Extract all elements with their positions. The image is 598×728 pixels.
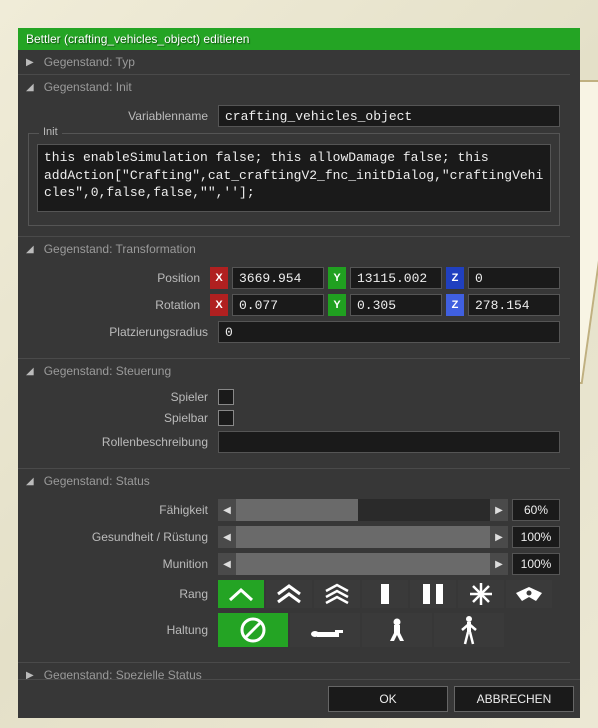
ok-button[interactable]: OK — [328, 686, 448, 712]
gesundheit-slider[interactable] — [236, 526, 490, 548]
spielbar-checkbox[interactable] — [218, 410, 234, 426]
chevron-down-icon: ◢ — [26, 476, 34, 487]
slider-decrement[interactable]: ◀ — [218, 499, 236, 521]
slider-decrement[interactable]: ◀ — [218, 553, 236, 575]
section-header-init[interactable]: ◢ Gegenstand: Init — [18, 74, 570, 99]
rollenbeschreibung-input[interactable] — [218, 431, 560, 453]
gesundheit-label: Gesundheit / Rüstung — [28, 530, 218, 544]
stance-stand-icon[interactable] — [434, 613, 504, 647]
rank-corporal-icon[interactable] — [266, 580, 312, 608]
rollenbeschreibung-label: Rollenbeschreibung — [28, 435, 218, 449]
spielbar-label: Spielbar — [28, 411, 218, 425]
rank-sergeant-icon[interactable] — [314, 580, 360, 608]
slider-increment[interactable]: ▶ — [490, 526, 508, 548]
slider-increment[interactable]: ▶ — [490, 499, 508, 521]
slider-increment[interactable]: ▶ — [490, 553, 508, 575]
chevron-down-icon: ◢ — [26, 244, 34, 255]
rank-major-icon[interactable] — [458, 580, 504, 608]
init-textarea[interactable]: this enableSimulation false; this allowD… — [37, 144, 551, 212]
rotation-label: Rotation — [28, 298, 210, 312]
section-title: Gegenstand: Spezielle Status — [44, 668, 202, 679]
section-body-steuerung: Spieler Spielbar Rollenbeschreibung — [18, 383, 570, 468]
rank-lieutenant-icon[interactable] — [362, 580, 408, 608]
section-header-transformation[interactable]: ◢ Gegenstand: Transformation — [18, 236, 570, 261]
faehigkeit-slider[interactable] — [236, 499, 490, 521]
section-header-typ[interactable]: ▶ Gegenstand: Typ — [18, 50, 570, 74]
variablenname-label: Variablenname — [28, 109, 218, 123]
section-body-transformation: Position X Y Z Rotation X Y Z — [18, 261, 570, 358]
section-title: Gegenstand: Steuerung — [44, 364, 171, 378]
faehigkeit-label: Fähigkeit — [28, 503, 218, 517]
stance-none-icon[interactable] — [218, 613, 288, 647]
stance-crouch-icon[interactable] — [362, 613, 432, 647]
section-header-spezielle[interactable]: ▶ Gegenstand: Spezielle Status — [18, 662, 570, 679]
section-header-status[interactable]: ◢ Gegenstand: Status — [18, 468, 570, 493]
section-header-steuerung[interactable]: ◢ Gegenstand: Steuerung — [18, 358, 570, 383]
chevron-down-icon: ◢ — [26, 82, 34, 93]
section-body-init: Variablenname Init this enableSimulation… — [18, 99, 570, 236]
spieler-label: Spieler — [28, 390, 218, 404]
rotation-y-input[interactable] — [350, 294, 442, 316]
section-title: Gegenstand: Status — [44, 474, 150, 488]
axis-z-icon: Z — [446, 267, 464, 289]
section-body-status: Fähigkeit ◀ ▶ 60% Gesundheit / Rüstung ◀… — [18, 493, 570, 662]
section-title: Gegenstand: Transformation — [44, 242, 196, 256]
munition-value[interactable]: 100% — [512, 553, 560, 575]
cancel-button[interactable]: ABBRECHEN — [454, 686, 574, 712]
rotation-z-input[interactable] — [468, 294, 560, 316]
slider-decrement[interactable]: ◀ — [218, 526, 236, 548]
axis-y-icon: Y — [328, 294, 346, 316]
spieler-checkbox[interactable] — [218, 389, 234, 405]
rotation-x-input[interactable] — [232, 294, 324, 316]
faehigkeit-value[interactable]: 60% — [512, 499, 560, 521]
dialog-content: ▶ Gegenstand: Typ ◢ Gegenstand: Init Var… — [18, 50, 580, 679]
editor-dialog: Bettler (crafting_vehicles_object) editi… — [18, 28, 580, 718]
platzierungsradius-input[interactable] — [218, 321, 560, 343]
section-title: Gegenstand: Typ — [44, 55, 135, 69]
position-z-input[interactable] — [468, 267, 560, 289]
axis-z-icon: Z — [446, 294, 464, 316]
munition-slider[interactable] — [236, 553, 490, 575]
rank-colonel-icon[interactable] — [506, 580, 552, 608]
munition-label: Munition — [28, 557, 218, 571]
platzierungsradius-label: Platzierungsradius — [28, 325, 218, 339]
axis-x-icon: X — [210, 294, 228, 316]
gesundheit-value[interactable]: 100% — [512, 526, 560, 548]
dialog-footer: OK ABBRECHEN — [18, 679, 580, 718]
chevron-right-icon: ▶ — [26, 670, 34, 680]
rank-captain-icon[interactable] — [410, 580, 456, 608]
position-x-input[interactable] — [232, 267, 324, 289]
chevron-right-icon: ▶ — [26, 57, 34, 68]
rang-label: Rang — [28, 587, 218, 601]
chevron-down-icon: ◢ — [26, 366, 34, 377]
init-fieldset: Init this enableSimulation false; this a… — [28, 133, 560, 226]
stance-prone-icon[interactable] — [290, 613, 360, 647]
rank-private-icon[interactable] — [218, 580, 264, 608]
haltung-label: Haltung — [28, 623, 218, 637]
position-label: Position — [28, 271, 210, 285]
init-legend: Init — [39, 126, 62, 138]
dialog-title: Bettler (crafting_vehicles_object) editi… — [18, 28, 580, 50]
axis-x-icon: X — [210, 267, 228, 289]
variablenname-input[interactable] — [218, 105, 560, 127]
section-title: Gegenstand: Init — [44, 80, 132, 94]
position-y-input[interactable] — [350, 267, 442, 289]
axis-y-icon: Y — [328, 267, 346, 289]
